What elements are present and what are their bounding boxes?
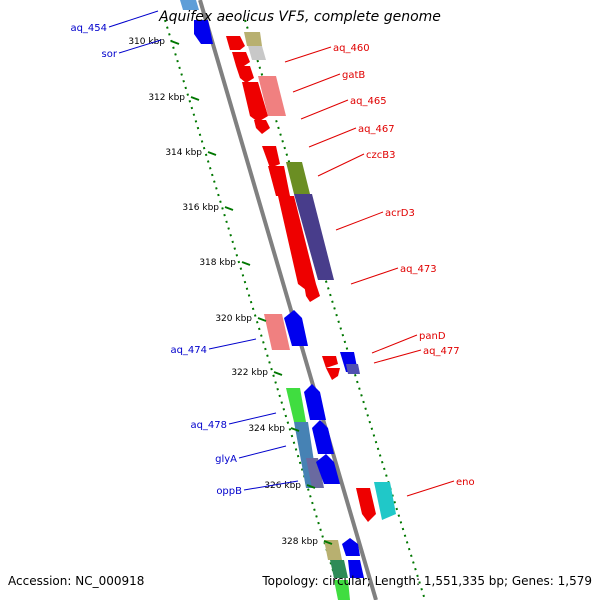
label-leader-line [118, 39, 162, 54]
tick-mark [323, 540, 333, 545]
gene-feature-aq-486[interactable] [330, 560, 348, 578]
gene-label-forward[interactable]: czcB3 [366, 150, 395, 161]
label-leader-line [284, 46, 332, 63]
label-leader-line [238, 445, 287, 459]
gene-label-reverse[interactable]: oppB [216, 486, 242, 497]
tick-mark [241, 261, 251, 266]
tick-mark [224, 206, 234, 211]
gene-feature-aq-467[interactable] [262, 146, 280, 168]
gene-feature-aq-473[interactable] [304, 284, 320, 302]
gene-label-forward[interactable]: aq_467 [358, 124, 395, 135]
gene-feature-aq-458[interactable] [226, 36, 245, 50]
gene-feature-eno-red[interactable] [356, 488, 376, 522]
tick-label: 310 kbp [128, 37, 165, 47]
gene-feature-glyA-blue[interactable] [312, 420, 334, 454]
tick-label: 328 kbp [281, 537, 318, 547]
tick-mark [257, 317, 267, 322]
gene-feature-aq-477[interactable] [326, 368, 340, 380]
label-leader-line [373, 349, 422, 364]
gene-feature-czcB3[interactable] [286, 162, 310, 194]
tick-mark [207, 151, 217, 156]
gene-label-reverse[interactable]: aq_478 [190, 420, 227, 431]
gene-label-forward[interactable]: aq_465 [350, 96, 387, 107]
gene-label-forward[interactable]: aq_477 [423, 346, 460, 357]
tick-label: 320 kbp [215, 314, 252, 324]
gene-feature-gatB-red[interactable] [242, 82, 268, 122]
label-leader-line [317, 153, 365, 177]
tick-label: 312 kbp [148, 93, 185, 103]
gene-feature-aq-487[interactable] [348, 560, 364, 578]
label-leader-line [108, 10, 159, 28]
gene-label-reverse[interactable]: glyA [215, 454, 237, 465]
gene-feature-aq-474[interactable] [284, 310, 308, 346]
label-leader-line [350, 267, 399, 285]
tick-label: 322 kbp [231, 368, 268, 378]
gene-feature-sor[interactable] [194, 20, 213, 44]
gene-feature-aq-465[interactable] [254, 120, 270, 134]
label-leader-line [292, 73, 341, 93]
tick-mark [273, 371, 283, 376]
gene-feature-aq-485[interactable] [342, 538, 360, 556]
tick-mark [170, 40, 180, 45]
gene-feature-aq-462[interactable] [236, 66, 254, 83]
gene-label-forward[interactable]: aq_460 [333, 43, 370, 54]
gene-feature-aq-488[interactable] [334, 580, 350, 600]
gene-feature-aq-461[interactable] [232, 52, 250, 66]
tick-layer: 310 kbp 312 kbp 314 kbp 316 kbp 318 kbp 320 k… [128, 37, 333, 547]
gene-label-reverse[interactable]: aq_474 [170, 345, 207, 356]
gene-label-forward[interactable]: acrD3 [385, 208, 415, 219]
tick-label: 326 kbp [264, 481, 301, 491]
gene-label-forward[interactable]: panD [419, 331, 446, 342]
gene-feature-aq-484[interactable] [324, 540, 342, 560]
label-leader-line [371, 334, 418, 354]
label-leader-line [300, 99, 349, 120]
gene-feature-aq-478-green[interactable] [286, 388, 306, 422]
label-leader-line [208, 338, 257, 350]
gene-feature-oppB[interactable] [316, 454, 340, 484]
accession-text: Accession: NC_000918 [8, 574, 145, 588]
tick-mark [306, 484, 316, 489]
gene-feature-panD-red[interactable] [322, 356, 338, 368]
gene-feature-acrD3[interactable] [294, 194, 334, 280]
tick-label: 314 kbp [165, 148, 202, 158]
tick-label: 316 kbp [182, 203, 219, 213]
gene-label-forward[interactable]: aq_473 [400, 264, 437, 275]
label-leader-line [308, 127, 357, 148]
tick-mark [290, 427, 300, 432]
gene-feature-aq-471[interactable] [278, 196, 316, 290]
gene-feature-aq-454[interactable] [180, 0, 199, 10]
label-leader-line [335, 211, 384, 231]
gene-feature-eno[interactable] [374, 482, 396, 520]
gene-feature-aq-460[interactable] [248, 46, 266, 60]
gene-feature-aq-459[interactable] [244, 32, 262, 46]
label-leader-line [228, 412, 277, 425]
gene-feature-aq-476[interactable] [346, 364, 360, 374]
gene-label-forward[interactable]: eno [456, 477, 475, 488]
gene-feature-aq-474-pink[interactable] [264, 314, 290, 350]
tick-label: 318 kbp [199, 258, 236, 268]
gene-feature-czcB3-red[interactable] [268, 166, 290, 196]
gene-label-forward[interactable]: gatB [342, 70, 365, 81]
label-leader-line [243, 480, 299, 491]
gene-label-layer: aq_460 gatB aq_465 aq_467 czcB3 acrD3 aq_473pa… [70, 23, 474, 497]
gene-label-reverse[interactable]: sor [102, 49, 118, 60]
page-title: Aquifex aeolicus VF5, complete genome [159, 9, 441, 25]
gene-feature-aq-478[interactable] [304, 384, 326, 420]
gene-label-reverse[interactable]: aq_454 [70, 23, 107, 34]
topology-text: Topology: circular; Length: 1,551,335 bp… [262, 574, 592, 588]
genome-backbone [198, 0, 378, 600]
tick-label: 324 kbp [248, 424, 285, 434]
inner-tick-track [164, 19, 343, 600]
tick-mark [190, 96, 200, 101]
label-leader-layer [108, 10, 455, 497]
gene-feature-gatB-pink[interactable] [258, 76, 286, 116]
label-leader-line [406, 480, 455, 497]
